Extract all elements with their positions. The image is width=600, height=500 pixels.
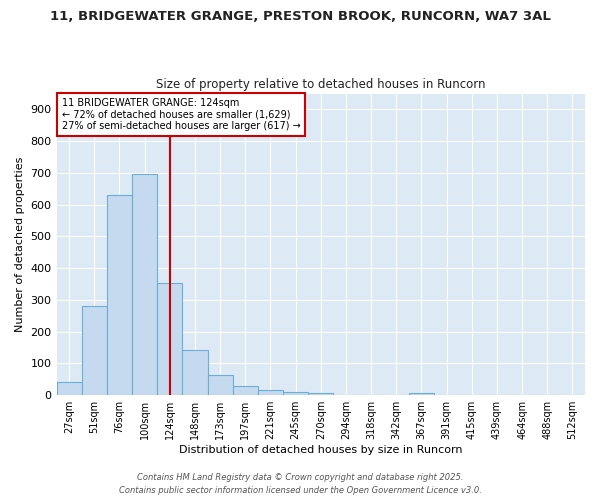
Bar xyxy=(283,392,308,395)
Bar xyxy=(107,194,132,395)
Bar xyxy=(157,283,182,395)
Y-axis label: Number of detached properties: Number of detached properties xyxy=(15,156,25,332)
Text: Contains HM Land Registry data © Crown copyright and database right 2025.
Contai: Contains HM Land Registry data © Crown c… xyxy=(119,474,481,495)
Bar xyxy=(182,350,208,395)
Text: 11 BRIDGEWATER GRANGE: 124sqm
← 72% of detached houses are smaller (1,629)
27% o: 11 BRIDGEWATER GRANGE: 124sqm ← 72% of d… xyxy=(62,98,301,132)
Bar xyxy=(308,393,334,395)
Title: Size of property relative to detached houses in Runcorn: Size of property relative to detached ho… xyxy=(156,78,485,91)
Bar xyxy=(233,386,258,395)
Text: 11, BRIDGEWATER GRANGE, PRESTON BROOK, RUNCORN, WA7 3AL: 11, BRIDGEWATER GRANGE, PRESTON BROOK, R… xyxy=(50,10,550,23)
X-axis label: Distribution of detached houses by size in Runcorn: Distribution of detached houses by size … xyxy=(179,445,463,455)
Bar xyxy=(82,306,107,395)
Bar xyxy=(258,390,283,395)
Bar xyxy=(56,382,82,395)
Bar xyxy=(132,174,157,395)
Bar xyxy=(409,392,434,395)
Bar xyxy=(208,375,233,395)
